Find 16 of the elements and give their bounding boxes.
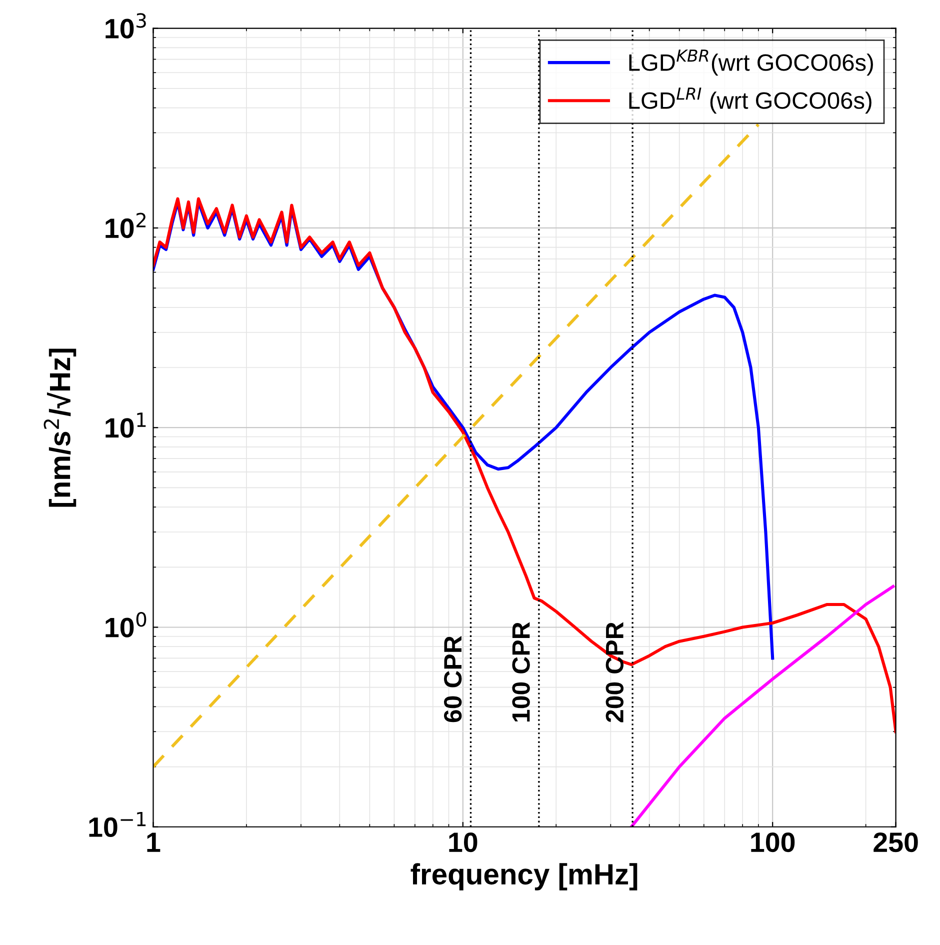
y-tick-label: 10$^{3}$ [106, 13, 146, 38]
ref-line-label: 200 CPR [606, 622, 624, 722]
y-tick-label: 10$^{1}$ [106, 412, 146, 438]
y-tick-label: 10$^{2}$ [106, 212, 146, 238]
y-tick-label: 10$^{−1}$ [89, 812, 146, 838]
x-tick-label: 1 [147, 832, 160, 852]
y-axis-title: [nm/s$^{2}$/√Hz] [44, 348, 76, 507]
x-tick-label: 250 [874, 832, 918, 852]
x-tick-label: 10 [449, 832, 478, 852]
x-tick-label: 100 [751, 832, 795, 852]
ref-line-label: 100 CPR [512, 622, 530, 722]
y-tick-label: 10$^{0}$ [106, 612, 146, 638]
x-axis-title: frequency [mHz] [410, 863, 638, 890]
legend-label: LGD$^{KBR}$(wrt GOCO06s) [629, 50, 873, 76]
ref-line-label: 60 CPR [444, 636, 462, 722]
legend-label: LGD$^{LRI}$ (wrt GOCO06s) [629, 88, 872, 114]
